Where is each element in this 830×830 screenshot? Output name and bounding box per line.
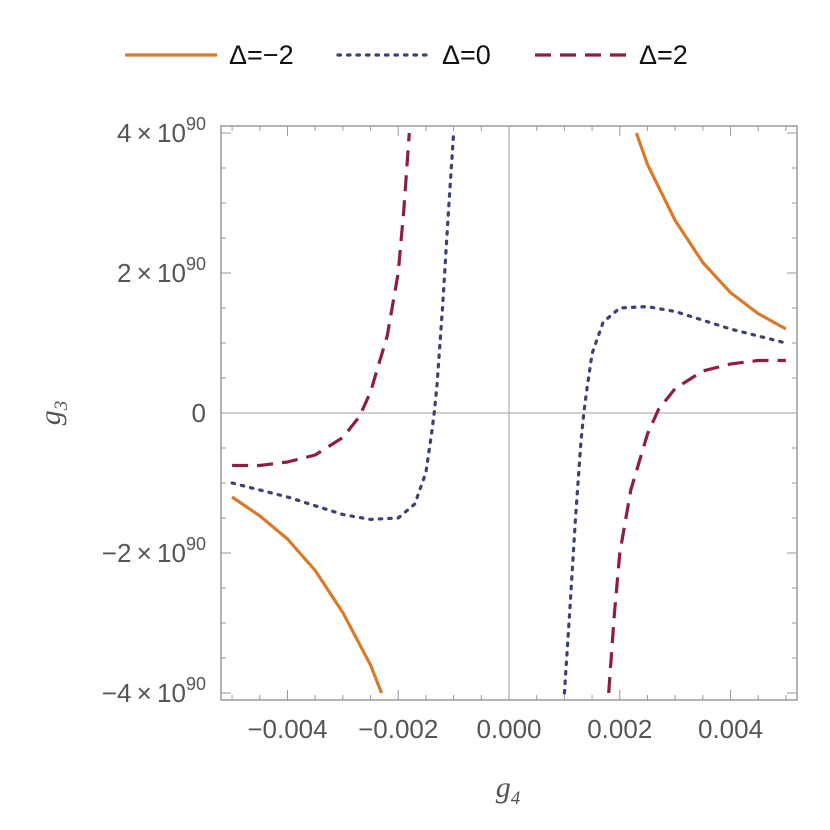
x-tick-label: −0.004 (247, 714, 327, 744)
series-group (230, 131, 788, 695)
series-line (231, 495, 384, 694)
axes-origin-lines (221, 126, 797, 700)
series-0 (231, 132, 787, 694)
legend-label: Δ=−2 (229, 40, 294, 70)
y-tick-label: −4 × 1090 (102, 674, 206, 708)
axis-ticks (221, 126, 797, 700)
y-tick-label: 0 (192, 398, 206, 428)
x-tick-label: 0.004 (698, 714, 763, 744)
x-tick-label: 0.000 (476, 714, 541, 744)
x-axis-label: g4 (496, 771, 521, 809)
y-tick-label: 4 × 1090 (117, 114, 206, 148)
legend-label: Δ=2 (639, 40, 688, 70)
y-axis-label: g3 (34, 401, 72, 426)
legend-label: Δ=0 (442, 40, 491, 70)
series-line (230, 131, 456, 521)
y-tick-label: −2 × 1090 (102, 534, 206, 568)
series-line (634, 132, 787, 331)
series-line (232, 132, 411, 468)
series-line (607, 358, 786, 694)
x-tick-label: −0.002 (358, 714, 438, 744)
tick-labels: −0.004 −0.002 0.000 0.002 0.004 4 × 1090 2 × 1… (102, 114, 763, 744)
x-tick-label: 0.002 (587, 714, 652, 744)
series-1 (230, 131, 788, 695)
series-2 (232, 132, 786, 694)
legend: Δ=−2 Δ=0 Δ=2 (125, 40, 688, 70)
series-line (562, 305, 788, 695)
axis-labels: g4 g3 (34, 401, 521, 809)
y-tick-label: 2 × 1090 (117, 254, 206, 288)
